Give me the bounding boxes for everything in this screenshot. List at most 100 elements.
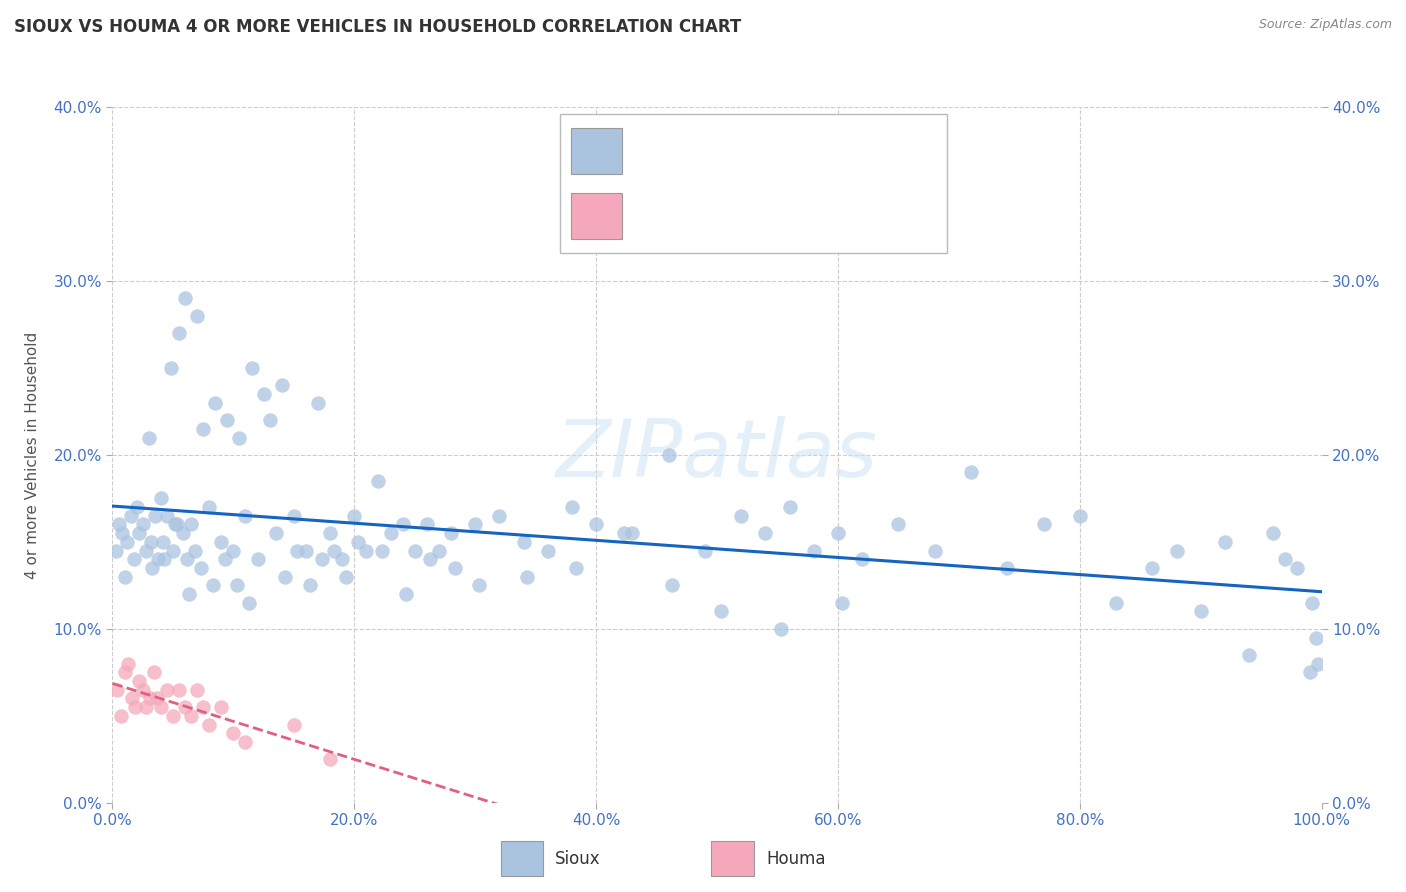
Point — [1166, 543, 1188, 558]
Text: Source: ZipAtlas.com: Source: ZipAtlas.com — [1258, 18, 1392, 31]
Point — [468, 578, 491, 592]
Point — [1306, 657, 1329, 671]
Point — [621, 526, 644, 541]
Point — [343, 508, 366, 523]
Point — [177, 587, 200, 601]
Point — [128, 526, 150, 541]
Point — [124, 700, 146, 714]
Point — [307, 395, 329, 409]
Point — [274, 570, 297, 584]
Point — [209, 700, 232, 714]
Point — [416, 517, 439, 532]
Point — [156, 508, 179, 523]
Point — [924, 543, 946, 558]
Point — [295, 543, 318, 558]
Point — [464, 517, 486, 532]
Point — [298, 578, 321, 592]
Point — [142, 665, 165, 680]
Point — [658, 448, 681, 462]
Point — [183, 543, 205, 558]
Point — [1286, 561, 1309, 575]
Point — [287, 543, 309, 558]
Point — [209, 534, 232, 549]
Y-axis label: 4 or more Vehicles in Household: 4 or more Vehicles in Household — [25, 331, 39, 579]
Point — [1237, 648, 1260, 662]
Point — [186, 309, 208, 323]
Text: Houma: Houma — [766, 849, 825, 868]
Point — [191, 422, 215, 436]
Point — [141, 561, 163, 575]
Point — [770, 622, 793, 636]
Point — [235, 735, 257, 749]
Point — [174, 291, 197, 305]
Point — [779, 500, 801, 514]
Point — [148, 552, 170, 566]
Point — [1263, 526, 1285, 541]
Point — [887, 517, 910, 532]
Point — [404, 543, 426, 558]
Point — [222, 543, 245, 558]
Point — [121, 691, 143, 706]
Point — [488, 508, 510, 523]
Point — [120, 508, 142, 523]
Point — [512, 534, 534, 549]
Point — [172, 526, 194, 541]
Point — [167, 326, 190, 340]
Point — [110, 708, 132, 723]
Point — [141, 534, 163, 549]
Point — [228, 430, 250, 444]
Point — [114, 665, 136, 680]
Point — [117, 657, 139, 671]
Point — [322, 543, 344, 558]
Point — [204, 395, 226, 409]
Text: ZIPatlas: ZIPatlas — [555, 416, 879, 494]
Point — [443, 561, 465, 575]
Point — [283, 717, 305, 731]
Point — [128, 674, 150, 689]
Point — [139, 691, 162, 706]
Point — [180, 708, 202, 723]
FancyBboxPatch shape — [501, 841, 543, 876]
Point — [395, 587, 418, 601]
Point — [995, 561, 1018, 575]
Point — [162, 708, 184, 723]
Point — [159, 360, 181, 375]
Point — [190, 561, 212, 575]
Point — [516, 570, 538, 584]
Point — [105, 543, 128, 558]
Point — [198, 717, 221, 731]
Point — [107, 517, 129, 532]
Point — [270, 378, 292, 392]
Text: Sioux: Sioux — [555, 849, 600, 868]
Point — [167, 682, 190, 697]
Point — [226, 578, 249, 592]
Point — [367, 474, 389, 488]
Point — [222, 726, 245, 740]
Point — [754, 526, 776, 541]
Point — [440, 526, 463, 541]
Point — [427, 543, 450, 558]
Point — [319, 526, 342, 541]
Point — [1105, 596, 1128, 610]
Point — [380, 526, 402, 541]
Point — [537, 543, 560, 558]
Point — [319, 752, 342, 766]
Point — [198, 500, 221, 514]
Point — [1069, 508, 1091, 523]
FancyBboxPatch shape — [711, 841, 754, 876]
Point — [105, 682, 128, 697]
Point — [135, 700, 157, 714]
Point — [156, 682, 179, 697]
Point — [176, 552, 198, 566]
Point — [1189, 605, 1212, 619]
Point — [132, 682, 155, 697]
Point — [803, 543, 825, 558]
Point — [125, 500, 148, 514]
Point — [166, 517, 188, 532]
Point — [356, 543, 378, 558]
Point — [1274, 552, 1296, 566]
Point — [585, 517, 607, 532]
Point — [235, 508, 257, 523]
Point — [246, 552, 269, 566]
Point — [165, 517, 187, 532]
